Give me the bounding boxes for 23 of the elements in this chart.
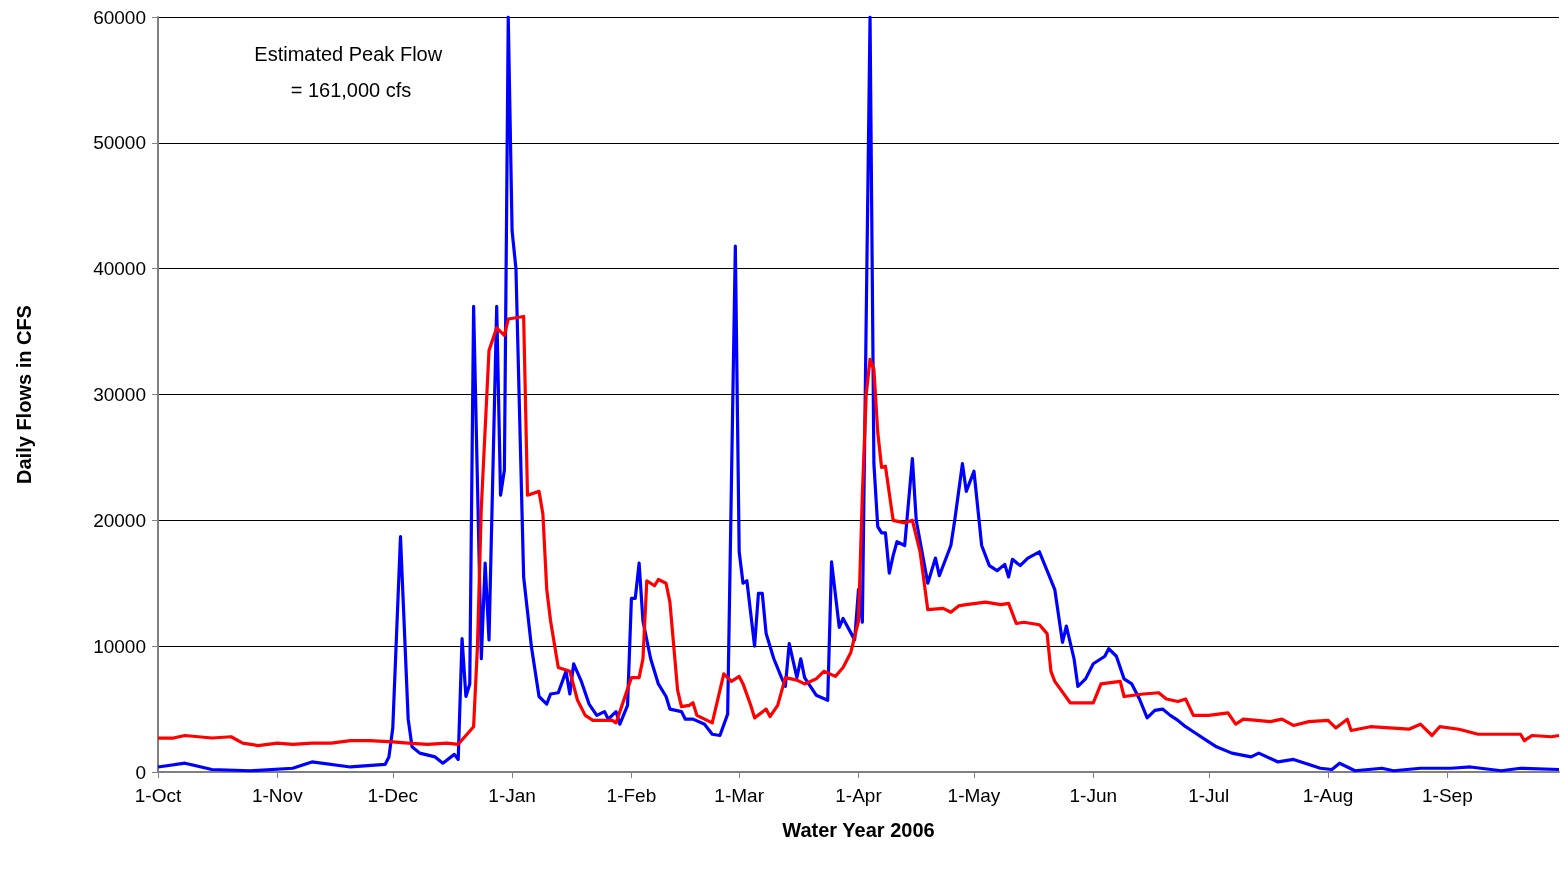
x-tick-label: 1-Dec [367,785,419,806]
y-tick-label: 20000 [93,509,146,531]
y-tick-label: 50000 [93,132,146,154]
annotation: Estimated Peak Flow = 161,000 cfs [254,43,448,101]
x-tick-label: 1-Jun [1069,785,1118,806]
x-tick-label: 1-Aug [1302,785,1354,806]
y-tick-label: 10000 [93,635,146,657]
x-tick-label: 1-Apr [835,785,883,806]
x-tick-label: 1-Jan [488,785,536,806]
y-tick-label: 60000 [93,6,146,28]
x-tick-label: 1-May [947,785,1001,806]
y-tick-label: 0 [135,761,146,783]
y-tick-label: 40000 [93,258,146,280]
y-tick-label: 30000 [93,384,146,405]
x-tick-label: 1-Jul [1188,785,1230,806]
x-tick-label: 1-Feb [606,785,657,806]
y-axis-title: Daily Flows in CFS [13,305,35,484]
x-tick-label: 1-Mar [714,785,765,806]
x-tick-label: 1-Nov [251,785,304,806]
line-series [156,314,1560,748]
x-tick-label: 1-Oct [134,785,182,806]
x-axis-title: Water Year 2006 [782,819,935,841]
x-tick-label: 1-Sep [1422,785,1473,806]
